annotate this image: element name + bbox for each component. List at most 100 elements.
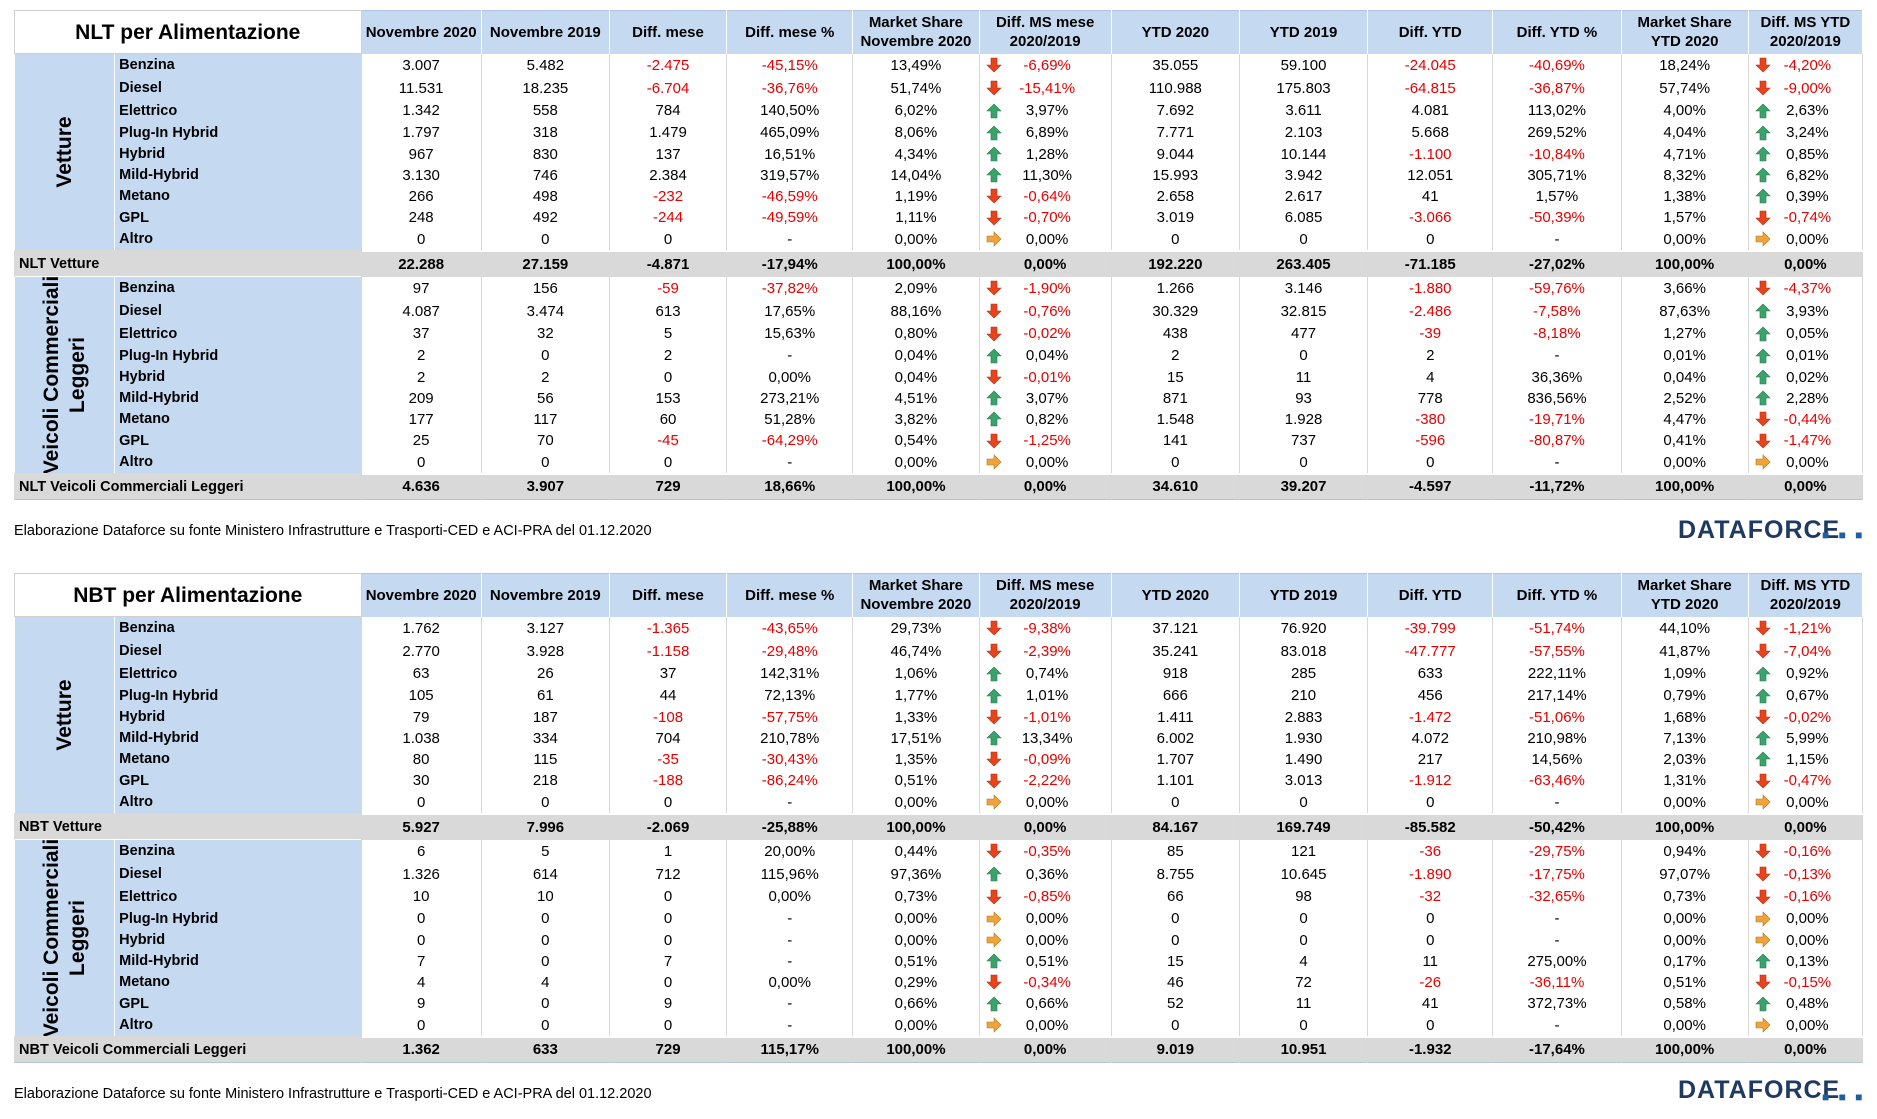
table-row: Altro 0 0 0-0,00% 0,00% 0 0 0-0,00% 0,00%: [15, 451, 1864, 474]
column-header: Novembre 2019: [480, 10, 610, 54]
value-cell: -596: [1367, 429, 1494, 452]
value-cell: 7.771: [1110, 121, 1240, 144]
column-header: Market Share Novembre 2020: [852, 573, 980, 617]
fuel-label: Diesel: [114, 639, 362, 663]
value-cell: -80,87%: [1492, 429, 1622, 452]
column-header: Diff. mese: [608, 10, 728, 54]
value-cell: -1.912: [1367, 769, 1494, 792]
trend-flat-icon: [1755, 231, 1771, 247]
ms-diff-cell: 13,34%: [978, 727, 1112, 749]
fuel-label: GPL: [114, 769, 362, 792]
value-cell: 44,10%: [1620, 616, 1749, 640]
value-cell: 2,03%: [1620, 748, 1749, 770]
value-cell: -85.582: [1367, 812, 1494, 840]
value-cell: 1.930: [1238, 727, 1369, 749]
trend-up-icon: [1755, 369, 1771, 385]
value-cell: -17,94%: [726, 249, 854, 277]
value-cell: -7,58%: [1492, 299, 1622, 323]
ms-diff-cell: -0,47%: [1747, 769, 1864, 792]
fuel-label: Benzina: [114, 839, 362, 863]
value-cell: 100,00%: [1620, 249, 1749, 277]
trend-up-icon: [1755, 688, 1771, 703]
table-row: Diesel 2.770 3.928 -1.158 -29,48% 46,74% -2,39…: [15, 639, 1864, 663]
value-cell: 60: [608, 408, 728, 430]
trend-up-icon: [1755, 666, 1771, 681]
value-cell: -188: [608, 769, 728, 792]
value-cell: 456: [1367, 684, 1494, 707]
value-cell: 614: [480, 862, 610, 886]
value-cell: 1,57%: [1620, 206, 1749, 229]
value-cell: -: [1492, 451, 1622, 474]
ms-diff-cell: 11,30%: [978, 164, 1112, 186]
value-cell: 2: [608, 344, 728, 367]
value-cell: 100,00%: [1620, 1035, 1749, 1063]
value-cell: 778: [1367, 387, 1494, 409]
ms-diff-cell: 0,00%: [1747, 228, 1864, 251]
value-cell: 7.692: [1110, 99, 1240, 122]
trend-flat-icon: [986, 1017, 1001, 1033]
value-cell: 558: [480, 99, 610, 122]
trend-down-icon: [985, 80, 1002, 96]
table-row: GPL 30 218 -188 -86,24% 0,51% -2,22% 1.101 3.013…: [15, 769, 1864, 792]
trend-down-icon: [985, 843, 1002, 859]
value-cell: 210,78%: [726, 727, 854, 749]
total-row: NLT Veicoli Commerciali Leggeri 4.636 3.90…: [14, 472, 1864, 500]
ms-diff-cell: 2,63%: [1747, 99, 1864, 122]
header-row: NBT per Alimentazione Novembre 2020 Novemb…: [14, 573, 1864, 617]
table-row: Diesel 4.087 3.474 613 17,65% 88,16% -0,76% 30.…: [15, 299, 1864, 323]
trend-down-icon: [985, 889, 1002, 904]
value-cell: 729: [608, 1035, 728, 1063]
value-cell: 0,58%: [1620, 992, 1749, 1015]
value-cell: 2: [360, 366, 482, 388]
value-cell: 80: [360, 748, 482, 770]
value-cell: 633: [480, 1035, 610, 1063]
value-cell: 737: [1238, 429, 1369, 452]
value-cell: -57,75%: [726, 706, 854, 728]
value-cell: 3.013: [1238, 769, 1369, 792]
value-cell: 46: [1110, 971, 1240, 993]
ms-diff-cell: 5,99%: [1747, 727, 1864, 749]
table-title: NLT per Alimentazione: [14, 10, 362, 54]
value-cell: 56: [480, 387, 610, 409]
trend-down-icon: [985, 326, 1002, 341]
ms-diff-cell: 0,01%: [1747, 344, 1864, 367]
value-cell: 438: [1110, 322, 1240, 345]
ms-diff-cell: -1,21%: [1747, 616, 1864, 640]
value-cell: 4,04%: [1620, 121, 1749, 144]
value-cell: 0: [608, 366, 728, 388]
ms-diff-cell: -15,41%: [978, 76, 1112, 100]
value-cell: 37: [608, 662, 728, 685]
value-cell: -32,65%: [1492, 885, 1622, 908]
value-cell: 319,57%: [726, 164, 854, 186]
value-cell: -27,02%: [1492, 249, 1622, 277]
value-cell: 18,66%: [726, 472, 854, 500]
ms-diff-cell: 6,89%: [978, 121, 1112, 144]
value-cell: 10: [480, 885, 610, 908]
value-cell: -19,71%: [1492, 408, 1622, 430]
value-cell: 5: [608, 322, 728, 345]
table-row: Diesel 1.326 614 712 115,96% 97,36% 0,36% 8.755…: [15, 862, 1864, 886]
value-cell: -49,59%: [726, 206, 854, 229]
value-cell: 9.019: [1110, 1035, 1240, 1063]
value-cell: -1.472: [1367, 706, 1494, 728]
value-cell: -1.880: [1367, 276, 1494, 300]
value-cell: 1.101: [1110, 769, 1240, 792]
value-cell: 29,73%: [852, 616, 980, 640]
ms-diff-cell: -0,34%: [978, 971, 1112, 993]
table-row: Vetture Benzina 1.762 3.127 -1.365 -43,65% 29,…: [13, 616, 1864, 814]
value-cell: 0,00%: [852, 791, 980, 814]
value-cell: 836,56%: [1492, 387, 1622, 409]
ms-diff-cell: -9,38%: [978, 616, 1112, 640]
value-cell: 7,13%: [1620, 727, 1749, 749]
value-cell: 0: [1238, 791, 1369, 814]
value-cell: 9.044: [1110, 143, 1240, 165]
value-cell: 11: [1367, 950, 1494, 972]
value-cell: 8,06%: [852, 121, 980, 144]
fuel-label: Hybrid: [114, 706, 362, 728]
value-cell: 63: [360, 662, 482, 685]
value-cell: -36,87%: [1492, 76, 1622, 100]
value-cell: 0: [1238, 1014, 1369, 1037]
value-cell: 26: [480, 662, 610, 685]
value-cell: -26: [1367, 971, 1494, 993]
value-cell: 8.755: [1110, 862, 1240, 886]
